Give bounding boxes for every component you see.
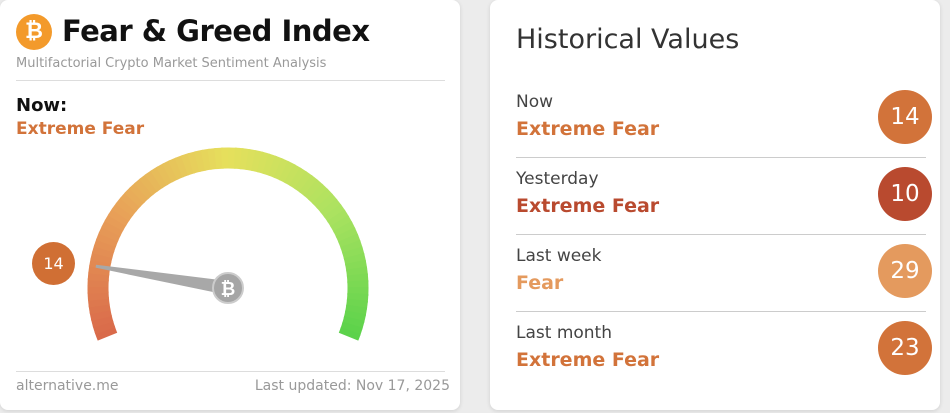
history-row: Now Extreme Fear 14 [516, 80, 932, 158]
history-value-badge: 14 [878, 90, 932, 144]
divider [16, 371, 445, 372]
history-classification: Extreme Fear [516, 195, 660, 217]
gauge-needle [95, 264, 230, 295]
history-classification: Extreme Fear [516, 349, 660, 371]
history-value-badge: 10 [878, 167, 932, 221]
bitcoin-icon: ₿ [16, 14, 52, 50]
needle-hub [212, 272, 244, 304]
history-value-badge: 23 [878, 321, 932, 375]
history-row: Last month Extreme Fear 23 [516, 311, 932, 388]
history-classification: Extreme Fear [516, 118, 660, 140]
historical-values-card: Historical Values Now Extreme Fear 14 Yes… [490, 0, 940, 410]
history-row: Last week Fear 29 [516, 234, 932, 312]
history-label: Yesterday [516, 169, 599, 189]
fear-greed-card: ₿ Fear & Greed Index Multifactorial Cryp… [0, 0, 460, 410]
gauge-arc-segment [338, 327, 361, 341]
history-value-badge: 29 [878, 244, 932, 298]
history-label: Now [516, 92, 554, 112]
history-row: Yesterday Extreme Fear 10 [516, 157, 932, 235]
gauge-value-badge: 14 [32, 242, 75, 285]
source-link[interactable]: alternative.me [16, 378, 119, 394]
history-label: Last month [516, 323, 612, 343]
history-label: Last week [516, 246, 602, 266]
history-title: Historical Values [516, 24, 740, 55]
now-label: Now: [16, 95, 68, 116]
history-classification: Fear [516, 272, 564, 294]
last-updated: Last updated: Nov 17, 2025 [254, 378, 450, 394]
gauge: ₿ [87, 147, 369, 341]
bitcoin-icon: ₿ [221, 279, 236, 300]
now-classification: Extreme Fear [16, 119, 145, 139]
divider [16, 80, 445, 81]
page-title: Fear & Greed Index [62, 14, 370, 48]
subtitle: Multifactorial Crypto Market Sentiment A… [16, 56, 327, 71]
